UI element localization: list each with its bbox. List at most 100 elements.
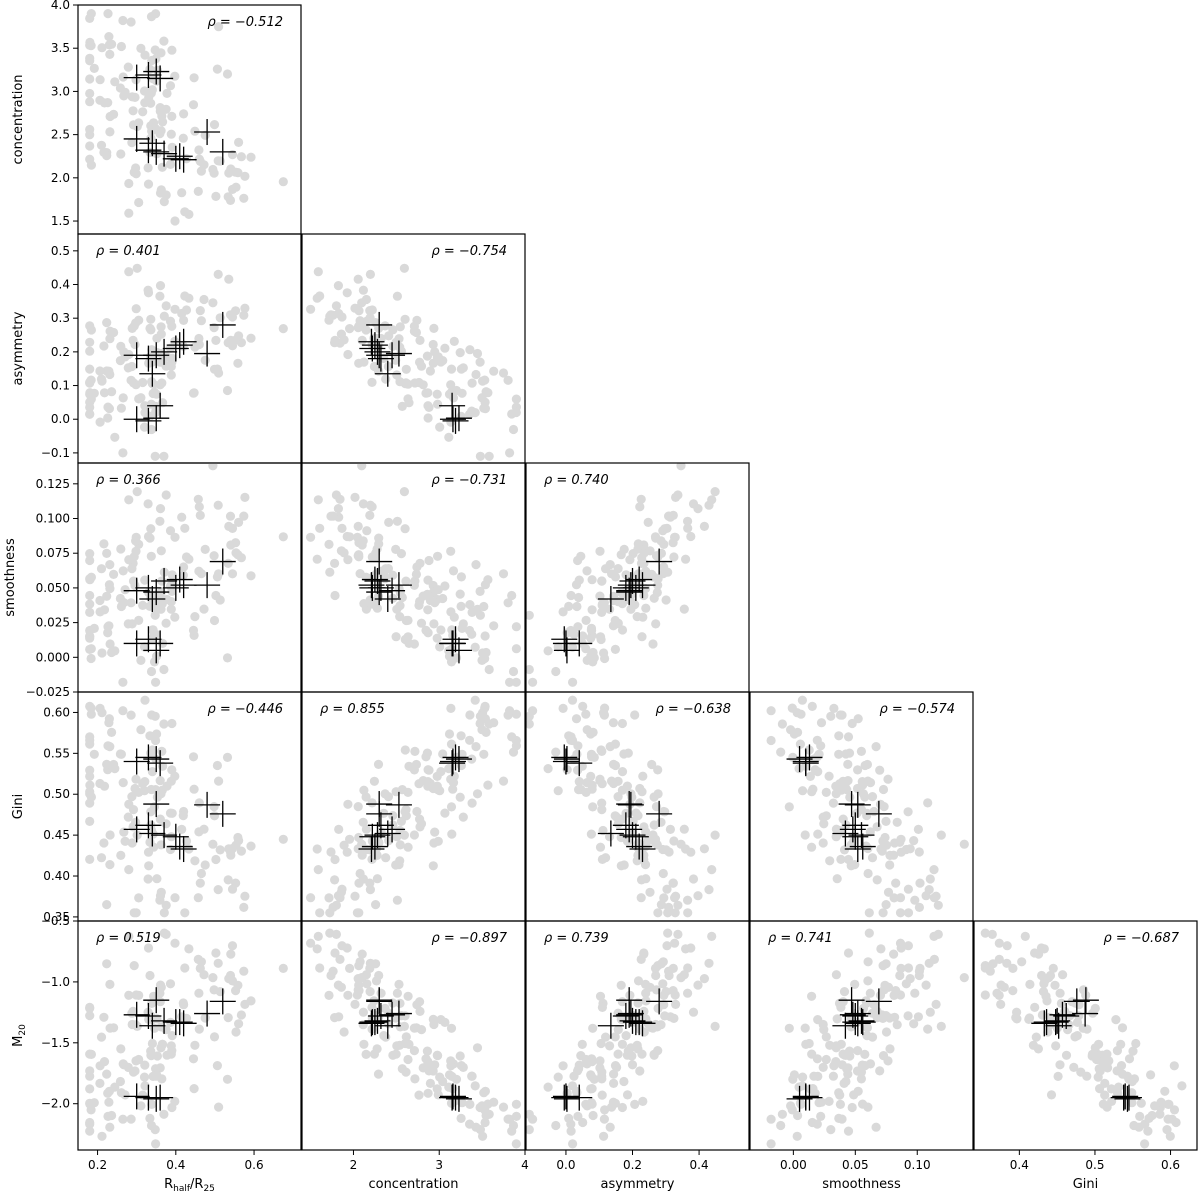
population-point bbox=[1020, 931, 1030, 942]
population-point bbox=[825, 856, 835, 866]
population-point bbox=[85, 402, 95, 412]
population-point bbox=[573, 765, 583, 775]
population-point bbox=[143, 179, 154, 189]
highlight-cross-marker bbox=[123, 816, 150, 843]
population-point bbox=[662, 884, 672, 894]
population-point bbox=[444, 764, 454, 774]
population-point bbox=[484, 719, 494, 729]
population-point bbox=[103, 9, 113, 19]
population-point bbox=[622, 781, 633, 791]
population-point bbox=[104, 40, 114, 50]
x-tick-label: 0.00 bbox=[780, 1158, 807, 1172]
highlight-cross-marker bbox=[170, 836, 197, 863]
population-point bbox=[315, 291, 325, 301]
population-point bbox=[354, 961, 364, 971]
highlight-cross-marker bbox=[646, 800, 673, 827]
axis-label-main: Gini bbox=[1073, 1177, 1099, 1192]
population-point bbox=[683, 523, 693, 533]
population-point bbox=[653, 789, 663, 799]
population-point bbox=[1046, 1090, 1057, 1100]
population-point bbox=[236, 1010, 246, 1020]
population-point bbox=[129, 908, 139, 918]
population-point bbox=[415, 558, 425, 569]
population-point bbox=[165, 979, 176, 989]
population-point bbox=[651, 970, 661, 981]
population-point bbox=[392, 516, 402, 526]
population-point bbox=[213, 269, 223, 279]
population-point bbox=[446, 802, 457, 812]
population-point bbox=[209, 120, 220, 130]
population-point bbox=[895, 908, 906, 918]
population-point bbox=[99, 388, 110, 398]
population-point bbox=[161, 929, 171, 940]
population-point bbox=[131, 536, 141, 546]
population-point bbox=[896, 943, 906, 953]
population-point bbox=[222, 1074, 233, 1084]
population-point bbox=[571, 714, 582, 724]
population-point bbox=[665, 824, 676, 835]
population-point bbox=[127, 92, 137, 102]
population-point bbox=[240, 171, 250, 181]
population-point bbox=[96, 853, 107, 863]
population-point bbox=[188, 625, 199, 636]
population-point bbox=[312, 844, 322, 854]
population-point bbox=[189, 73, 199, 83]
highlight-cross-marker bbox=[622, 823, 649, 850]
population-point bbox=[440, 1017, 450, 1027]
highlight-cross-marker bbox=[209, 800, 236, 827]
population-point bbox=[145, 970, 155, 981]
population-point bbox=[156, 1043, 166, 1053]
population-point bbox=[1056, 998, 1066, 1009]
population-point bbox=[99, 1012, 109, 1022]
population-point bbox=[126, 598, 136, 608]
population-point bbox=[600, 703, 610, 713]
population-point bbox=[104, 31, 114, 42]
population-point bbox=[586, 651, 596, 661]
population-point bbox=[342, 288, 352, 298]
population-point bbox=[649, 820, 659, 830]
population-point bbox=[193, 893, 203, 903]
population-point bbox=[85, 1084, 95, 1094]
x-tick-label: 0.4 bbox=[690, 1158, 709, 1172]
population-point bbox=[227, 941, 238, 951]
population-point bbox=[891, 878, 901, 888]
population-point bbox=[826, 711, 836, 721]
highlight-cross-marker bbox=[135, 626, 162, 653]
population-point bbox=[354, 358, 364, 368]
population-point bbox=[167, 765, 177, 775]
population-point bbox=[326, 847, 336, 857]
population-point bbox=[619, 1076, 629, 1087]
y-tick-label: 0.0 bbox=[51, 412, 70, 426]
highlight-cross-marker bbox=[566, 750, 593, 777]
correlation-label: ρ = −0.574 bbox=[879, 702, 955, 717]
population-point bbox=[401, 805, 411, 815]
population-point bbox=[578, 631, 588, 641]
highlight-cross-marker bbox=[143, 1085, 170, 1112]
population-point bbox=[107, 1110, 117, 1121]
population-point bbox=[278, 963, 288, 974]
population-point bbox=[99, 341, 109, 351]
highlight-cross-marker bbox=[143, 58, 170, 85]
population-point bbox=[465, 710, 475, 720]
highlighted-markers bbox=[786, 987, 892, 1112]
population-point bbox=[996, 999, 1006, 1010]
population-point bbox=[85, 789, 95, 799]
highlight-cross-marker bbox=[445, 637, 472, 664]
population-point bbox=[484, 1109, 494, 1119]
population-point bbox=[881, 1027, 892, 1037]
population-point bbox=[200, 544, 210, 555]
population-point bbox=[508, 424, 519, 435]
population-point bbox=[409, 580, 419, 590]
population-point bbox=[432, 781, 442, 791]
population-point bbox=[475, 718, 485, 729]
population-point bbox=[162, 781, 172, 791]
population-point bbox=[568, 1139, 578, 1149]
highlight-cross-marker bbox=[832, 1012, 859, 1039]
population-point bbox=[421, 752, 431, 762]
population-point bbox=[343, 349, 353, 360]
population-point bbox=[85, 732, 95, 742]
population-point bbox=[797, 695, 808, 705]
population-point bbox=[224, 274, 234, 284]
population-point bbox=[1155, 1109, 1165, 1119]
population-point bbox=[599, 1131, 609, 1141]
